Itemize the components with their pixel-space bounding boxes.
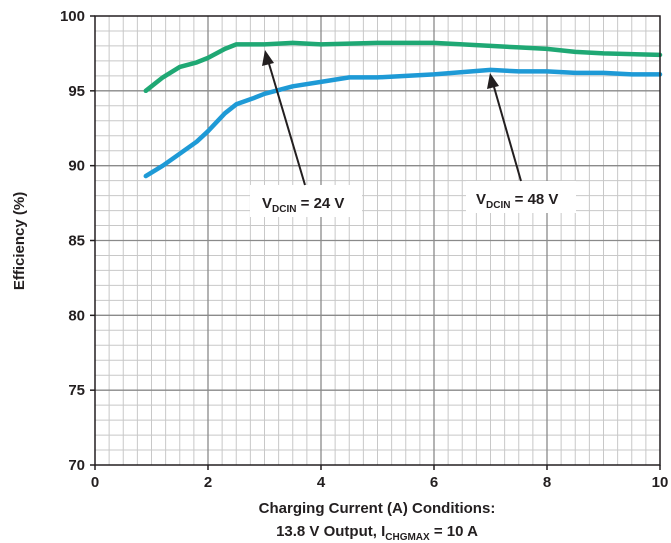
y-tick-label: 75 xyxy=(68,382,85,399)
x-tick-label: 2 xyxy=(204,474,212,491)
y-tick-label: 95 xyxy=(68,83,85,100)
x-tick-label: 4 xyxy=(317,474,326,491)
x-tick-label: 10 xyxy=(652,474,669,491)
y-tick-label: 85 xyxy=(68,233,85,250)
x-tick-label: 0 xyxy=(91,474,99,491)
y-tick-label: 90 xyxy=(68,158,85,175)
y-axis-title: Efficiency (%) xyxy=(11,192,28,290)
y-tick-label: 70 xyxy=(68,457,85,474)
callout-vdcin-48: VDCIN = 48 V xyxy=(466,73,576,213)
series-line-vdcin-48v xyxy=(143,67,663,179)
callout-24-label: VDCIN = 24 V xyxy=(262,195,344,215)
callout-vdcin-24: VDCIN = 24 V xyxy=(250,50,362,217)
callout-24-arrow xyxy=(266,56,306,186)
callout-48-label: VDCIN = 48 V xyxy=(476,191,558,211)
series-lines xyxy=(143,40,663,179)
callout-24-box xyxy=(250,185,362,217)
grid xyxy=(95,16,660,465)
callout-48-arrowhead xyxy=(487,73,499,89)
callout-24-arrowhead xyxy=(262,50,274,66)
y-tick-label: 100 xyxy=(60,8,85,25)
callout-48-box xyxy=(466,181,576,213)
x-tick-label: 8 xyxy=(543,474,551,491)
y-tick-label: 80 xyxy=(68,307,85,324)
callout-48-arrow xyxy=(491,79,522,182)
x-tick-label: 6 xyxy=(430,474,438,491)
tick-labels: 0 2 4 6 8 10 70 75 80 85 90 95 100 xyxy=(60,8,668,491)
series-line-vdcin-24v xyxy=(143,40,663,94)
x-axis-title: Charging Current (A) Conditions: xyxy=(259,500,496,517)
x-axis-title-line2: 13.8 V Output, ICHGMAX = 10 A xyxy=(276,523,478,543)
